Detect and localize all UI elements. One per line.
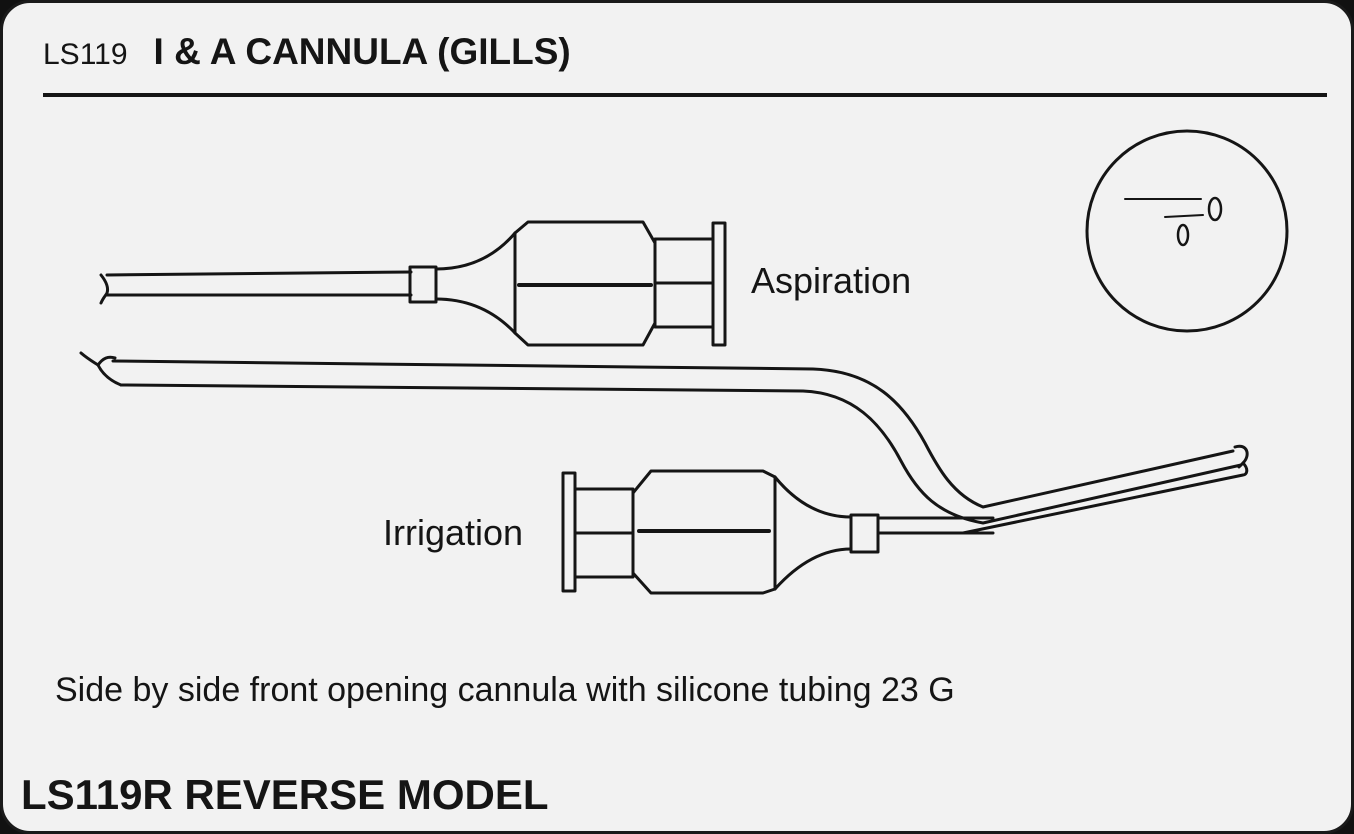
tip-detail-circle — [1085, 129, 1289, 333]
header: LS119 I & A CANNULA (GILLS) — [43, 31, 571, 73]
header-divider — [43, 93, 1327, 97]
aspiration-flange — [711, 221, 727, 347]
irrigation-label: Irrigation — [383, 512, 523, 553]
aspiration-cannula — [99, 220, 727, 347]
aspiration-collar — [408, 265, 438, 304]
cannula-diagram: Aspiration Irrigation — [79, 129, 1289, 595]
irrigation-tip — [79, 351, 117, 367]
irrigation-cannula — [79, 351, 1249, 595]
aspiration-tip — [99, 273, 109, 305]
irrigation-collar — [849, 513, 880, 554]
product-description: Side by side front opening cannula with … — [55, 671, 955, 709]
irrigation-flange — [561, 471, 577, 593]
product-title: I & A CANNULA (GILLS) — [153, 31, 571, 72]
product-code: LS119 — [43, 38, 128, 71]
aspiration-label: Aspiration — [751, 260, 911, 301]
reverse-model-label: LS119R REVERSE MODEL — [21, 771, 549, 818]
